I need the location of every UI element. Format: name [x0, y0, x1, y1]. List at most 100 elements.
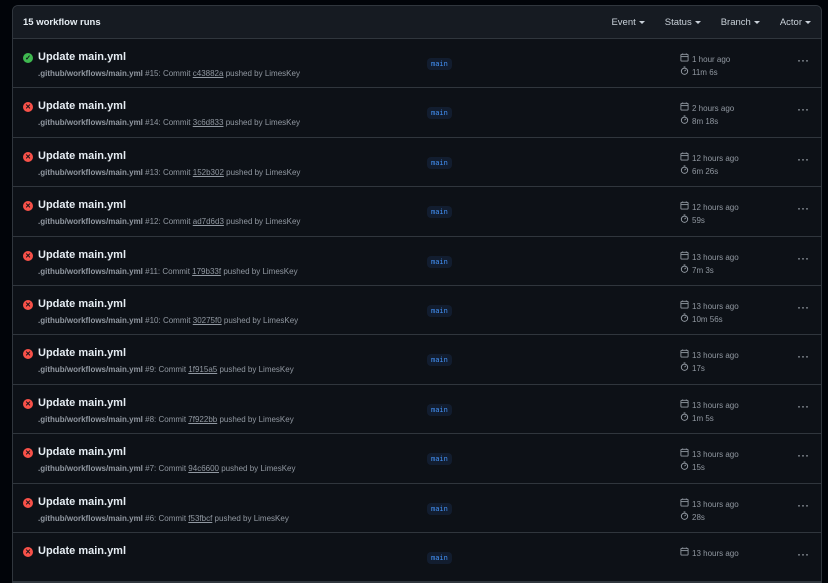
run-title-link[interactable]: Update main.yml	[38, 297, 127, 310]
kebab-menu-icon[interactable]: ···	[797, 349, 809, 364]
kebab-menu-icon[interactable]: ···	[797, 497, 809, 512]
check-circle-icon: ✓	[23, 53, 33, 63]
branch-badge[interactable]: main	[427, 502, 452, 515]
run-title-link[interactable]: Update main.yml	[38, 396, 127, 409]
commit-label: Commit	[158, 513, 187, 523]
branch-badge[interactable]: main	[427, 58, 452, 70]
run-number: #14	[145, 118, 159, 128]
filter-status[interactable]: Status	[665, 17, 701, 28]
calendar-icon	[680, 497, 689, 511]
calendar-icon	[680, 399, 689, 412]
commit-sha-link[interactable]: 94c6600	[188, 464, 219, 474]
filter-label: Event	[611, 16, 636, 28]
kebab-menu-icon[interactable]: ···	[797, 201, 809, 216]
workflow-run-row[interactable]: ✕ Update main.yml .github/workflows/main.…	[13, 434, 821, 484]
workflow-run-row[interactable]: ✕ Update main.yml .github/workflows/main.…	[13, 484, 821, 533]
run-title-link[interactable]: Update main.yml	[38, 51, 127, 63]
run-meta: 13 hours ago 15s	[680, 448, 739, 474]
run-title-link[interactable]: Update main.yml	[38, 100, 127, 113]
run-duration: 59s	[692, 216, 705, 226]
runs-count: 15 workflow runs	[23, 16, 101, 28]
kebab-menu-icon[interactable]: ···	[797, 250, 809, 265]
run-title-link[interactable]: Update main.yml	[38, 347, 127, 360]
run-description: .github/workflows/main.yml #11: Commit 1…	[38, 266, 298, 276]
run-meta: 13 hours ago 17s	[680, 349, 739, 375]
kebab-menu-icon[interactable]: ···	[797, 102, 809, 117]
commit-sha-link[interactable]: 1f915a5	[188, 365, 218, 375]
commit-sha-link[interactable]: 30275f0	[192, 315, 222, 325]
x-circle-icon: ✕	[23, 151, 33, 162]
run-duration: 28s	[692, 512, 705, 522]
branch-badge[interactable]: main	[427, 107, 452, 120]
run-duration: 6m 26s	[692, 166, 719, 176]
run-title-link[interactable]: Update main.yml	[38, 149, 127, 162]
run-title-link[interactable]: Update main.yml	[38, 446, 127, 459]
pushed-by: pushed by LimesKey	[214, 513, 289, 523]
commit-label: Commit	[162, 167, 191, 177]
kebab-menu-icon[interactable]: ···	[797, 53, 809, 67]
runs-header: 15 workflow runs Event Status Branch Act…	[13, 6, 821, 39]
x-circle-icon: ✕	[23, 448, 33, 459]
workflow-path: .github/workflows/main.yml	[38, 266, 143, 276]
x-circle-icon: ✕	[23, 497, 33, 508]
run-title-link[interactable]: Update main.yml	[38, 544, 127, 557]
workflow-run-row[interactable]: ✕ Update main.yml main 13 hours ago ···	[13, 533, 821, 583]
calendar-icon	[680, 448, 689, 461]
commit-label: Commit	[162, 217, 191, 227]
workflow-path: .github/workflows/main.yml	[38, 365, 143, 375]
run-time: 13 hours ago	[692, 548, 739, 558]
branch-badge[interactable]: main	[427, 403, 452, 416]
workflow-run-row[interactable]: ✕ Update main.yml .github/workflows/main.…	[13, 88, 821, 138]
run-title-link[interactable]: Update main.yml	[38, 199, 127, 212]
run-duration: 11m 6s	[692, 68, 718, 77]
workflow-path: .github/workflows/main.yml	[38, 118, 143, 128]
run-time: 13 hours ago	[692, 301, 739, 311]
workflow-run-row[interactable]: ✕ Update main.yml .github/workflows/main.…	[13, 187, 821, 237]
workflow-run-row[interactable]: ✕ Update main.yml .github/workflows/main.…	[13, 385, 821, 435]
kebab-menu-icon[interactable]: ···	[797, 448, 809, 463]
run-duration: 10m 56s	[692, 314, 723, 324]
workflow-run-row[interactable]: ✕ Update main.yml .github/workflows/main.…	[13, 335, 821, 385]
calendar-icon	[680, 102, 689, 115]
commit-sha-link[interactable]: 152b302	[192, 167, 224, 177]
commit-label: Commit	[162, 69, 191, 78]
filter-actor[interactable]: Actor	[780, 17, 811, 28]
commit-sha-link[interactable]: 179b33f	[192, 266, 222, 276]
run-time: 12 hours ago	[692, 203, 739, 213]
commit-sha-link[interactable]: ad7d6d3	[192, 217, 224, 227]
kebab-menu-icon[interactable]: ···	[797, 299, 809, 314]
branch-badge[interactable]: main	[427, 156, 452, 169]
workflow-run-row[interactable]: ✕ Update main.yml .github/workflows/main.…	[13, 138, 821, 188]
kebab-menu-icon[interactable]: ···	[797, 398, 809, 413]
calendar-icon	[680, 547, 689, 560]
kebab-menu-icon[interactable]: ···	[797, 546, 809, 561]
x-circle-icon: ✕	[23, 201, 33, 212]
branch-badge[interactable]: main	[427, 206, 452, 219]
branch-badge[interactable]: main	[427, 304, 452, 317]
workflow-path: .github/workflows/main.yml	[38, 464, 143, 474]
commit-sha-link[interactable]: 7f922bb	[188, 414, 218, 424]
commit-sha-link[interactable]: f53fbcf	[188, 513, 213, 523]
branch-badge[interactable]: main	[427, 354, 452, 367]
run-duration: 1m 5s	[692, 413, 714, 423]
run-title-link[interactable]: Update main.yml	[38, 248, 127, 261]
stopwatch-icon	[680, 165, 689, 178]
kebab-menu-icon[interactable]: ···	[797, 151, 809, 166]
filter-branch[interactable]: Branch	[721, 17, 760, 28]
run-title-link[interactable]: Update main.yml	[38, 495, 127, 508]
calendar-icon	[680, 152, 689, 165]
run-description: .github/workflows/main.yml #12: Commit a…	[38, 217, 301, 227]
workflow-run-row[interactable]: ✓ Update main.yml .github/workflows/main.…	[13, 39, 821, 89]
workflow-run-row[interactable]: ✕ Update main.yml .github/workflows/main.…	[13, 286, 821, 336]
commit-sha-link[interactable]: 3c6d833	[192, 118, 224, 128]
branch-badge[interactable]: main	[427, 255, 452, 268]
run-time: 13 hours ago	[692, 499, 739, 509]
run-meta: 2 hours ago 8m 18s	[680, 102, 734, 128]
run-duration: 15s	[692, 463, 705, 473]
commit-sha-link[interactable]: c43882a	[192, 69, 224, 78]
branch-badge[interactable]: main	[427, 453, 452, 466]
commit-label: Commit	[162, 315, 191, 325]
branch-badge[interactable]: main	[427, 551, 452, 564]
workflow-run-row[interactable]: ✕ Update main.yml .github/workflows/main.…	[13, 237, 821, 286]
filter-event[interactable]: Event	[611, 16, 645, 28]
